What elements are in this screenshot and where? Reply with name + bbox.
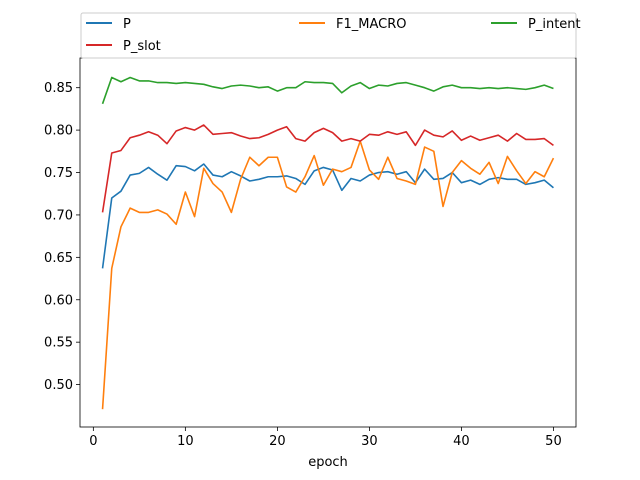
legend: P F1_MACRO P_intent P_slot — [80, 12, 581, 59]
x-tick-label: 10 — [177, 434, 194, 449]
plot-frame — [79, 57, 577, 428]
y-tick-label: 0.70 — [44, 208, 73, 223]
x-tick-label: 30 — [361, 434, 378, 449]
series-line-p-intent — [101, 76, 554, 105]
y-tick-label: 0.80 — [44, 124, 73, 139]
x-axis-label: epoch — [308, 455, 348, 470]
plot-lines — [101, 76, 555, 410]
x-tick-label: 20 — [269, 434, 286, 449]
legend-frame — [80, 12, 577, 59]
legend-entry-p-slot: P_slot — [86, 39, 161, 54]
legend-entry-p-intent: P_intent — [491, 17, 581, 32]
x-tick-label: 50 — [545, 434, 562, 449]
x-axis-ticks: 0 10 20 30 40 50 — [89, 427, 562, 449]
series-line-p-slot — [101, 124, 554, 213]
legend-label: P_intent — [528, 17, 581, 32]
series-line-f1-macro — [101, 140, 555, 410]
legend-entry-f1-macro: F1_MACRO — [299, 17, 406, 32]
y-tick-label: 0.85 — [44, 81, 73, 96]
x-tick-label: 0 — [89, 434, 97, 449]
y-tick-label: 0.65 — [44, 251, 73, 266]
y-tick-label: 0.50 — [44, 378, 73, 393]
y-axis-ticks: 0.50 0.55 0.60 0.65 0.70 0.75 0.80 0.85 — [44, 81, 80, 393]
y-tick-label: 0.60 — [44, 293, 73, 308]
y-tick-label: 0.55 — [44, 336, 73, 351]
legend-label: P_slot — [123, 39, 161, 54]
series-line-p — [101, 163, 554, 269]
x-tick-label: 40 — [453, 434, 470, 449]
legend-label: F1_MACRO — [336, 17, 406, 32]
y-tick-label: 0.75 — [44, 166, 73, 181]
legend-entry-p: P — [86, 17, 131, 32]
legend-label: P — [123, 17, 131, 32]
